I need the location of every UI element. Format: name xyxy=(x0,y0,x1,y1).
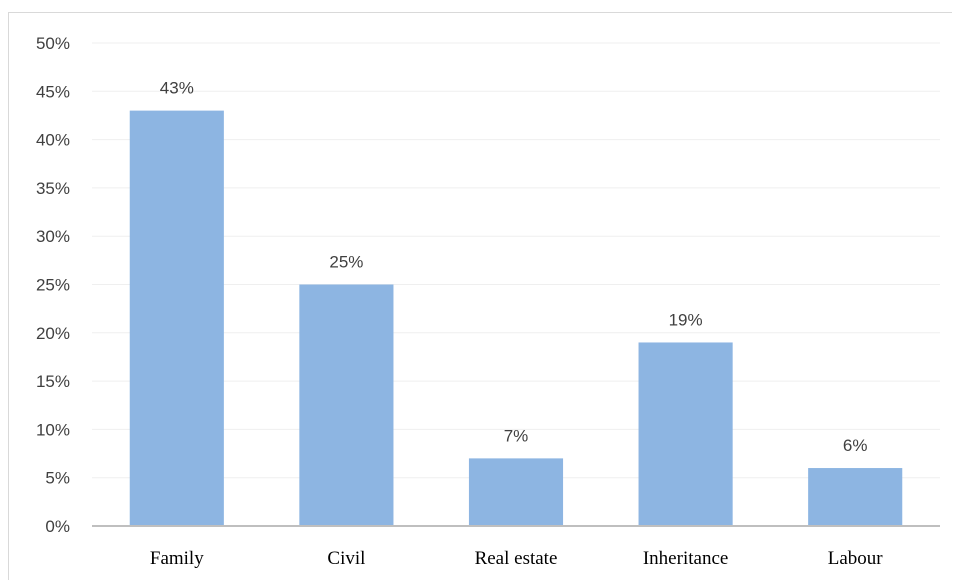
x-tick-labels: Family Civil Real estate Inheritance Labour xyxy=(150,548,883,569)
bar xyxy=(808,468,903,526)
x-tick-label: Real estate xyxy=(475,548,558,569)
bar xyxy=(638,342,733,526)
data-labels: 43% 25% 7% 19% 6% xyxy=(160,79,868,455)
y-tick-label: 10% xyxy=(36,420,70,439)
y-tick-label: 30% xyxy=(36,227,70,246)
bars xyxy=(129,110,903,527)
data-label: 25% xyxy=(329,253,363,272)
y-tick-label: 35% xyxy=(36,179,70,198)
x-tick-label: Family xyxy=(150,548,204,569)
y-tick-labels: 0% 5% 10% 15% 20% 25% 30% 35% 40% 45% 50% xyxy=(36,34,70,536)
x-tick-label: Inheritance xyxy=(643,548,728,569)
y-tick-label: 25% xyxy=(36,276,70,295)
x-tick-label: Civil xyxy=(327,548,365,569)
chart-frame xyxy=(8,12,952,580)
bar xyxy=(299,284,394,526)
data-label: 7% xyxy=(504,426,529,445)
data-label: 43% xyxy=(160,79,194,98)
y-tick-label: 45% xyxy=(36,82,70,101)
x-tick-label: Labour xyxy=(828,548,884,569)
data-label: 19% xyxy=(669,310,703,329)
bar xyxy=(129,110,224,527)
y-tick-label: 20% xyxy=(36,324,70,343)
y-tick-label: 0% xyxy=(45,517,70,536)
bar xyxy=(468,458,564,526)
y-tick-label: 15% xyxy=(36,372,70,391)
y-tick-label: 5% xyxy=(45,469,70,488)
y-tick-label: 40% xyxy=(36,131,70,150)
data-label: 6% xyxy=(843,436,868,455)
y-tick-label: 50% xyxy=(36,34,70,53)
